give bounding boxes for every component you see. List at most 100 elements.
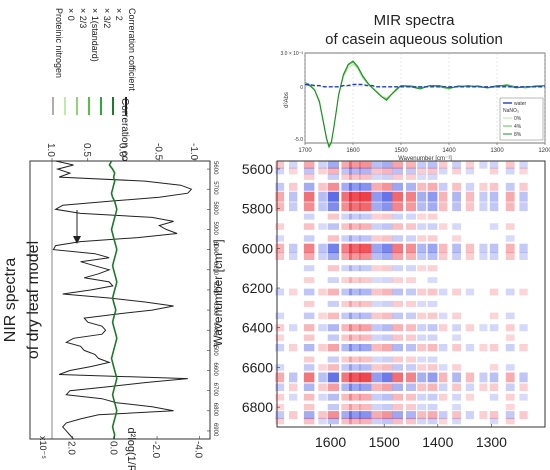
map-cell (417, 252, 427, 260)
map-cell (505, 223, 515, 230)
map-cell (417, 161, 427, 169)
map-cell (392, 277, 403, 283)
map-cell (349, 334, 361, 341)
map-cell (489, 312, 499, 320)
map-cell (318, 372, 327, 383)
map-cell (289, 161, 298, 169)
map-cell (406, 243, 416, 253)
map-cell (417, 173, 427, 180)
map-cell (519, 252, 528, 260)
map-cell (327, 173, 339, 180)
map-cell (349, 393, 361, 401)
map-cell (303, 191, 315, 202)
map-cell (392, 393, 403, 401)
map-cell (479, 411, 488, 420)
map-cell (465, 383, 475, 391)
mir-spectrum-panel: 1700 1600 1500 1400 1300 1200 3.0 × 10⁻³ 0 -5.0… (280, 51, 550, 162)
map-cell (519, 161, 528, 169)
map-cell (519, 393, 528, 401)
map-cell (303, 300, 315, 307)
nir-curves (52, 160, 193, 440)
map-cell (359, 344, 372, 352)
map-cell (371, 173, 382, 180)
map-cell (406, 404, 416, 411)
map-cell (371, 344, 382, 352)
mir-legend-label: 4% (514, 124, 522, 130)
map-cell (327, 364, 339, 371)
map-cell (341, 161, 352, 169)
map-cell (327, 411, 339, 420)
map-cell (452, 324, 461, 332)
map-cell (359, 393, 372, 401)
map-cell (381, 344, 393, 352)
map-cell (318, 243, 327, 253)
nir-x-axis-label: d²log(1/R) (125, 428, 137, 470)
map-cell (438, 252, 448, 260)
map-cell (417, 191, 427, 202)
map-cell (406, 411, 416, 420)
map-cell (381, 364, 393, 371)
map-cell (327, 277, 339, 283)
map-cell (505, 334, 515, 341)
nir-wavenumber-ticks: 5600 5700 5800 5900 6000 6100 6200 6300 6400 6500… (207, 161, 218, 437)
map-cell (275, 393, 285, 401)
nir-wavenumber-tick-label: 6100 (212, 262, 218, 276)
map-cell (438, 161, 448, 169)
map-cell (452, 372, 461, 383)
map-cell (327, 265, 339, 272)
map-cell (427, 202, 438, 212)
map-cell (371, 167, 382, 175)
map-cell (427, 213, 438, 220)
map-cell (341, 383, 352, 391)
map-cell (465, 252, 475, 260)
map-y-ticks: 5600 5800 6000 6200 6400 6600 6800 (242, 161, 280, 415)
map-cell (489, 383, 499, 391)
map-cell (381, 213, 393, 220)
map-cell (392, 235, 403, 242)
map-cell (427, 372, 438, 383)
nir-wavenumber-tick-label: 6500 (212, 342, 218, 356)
map-cell (349, 182, 361, 191)
map-cell (359, 404, 372, 411)
nir-legend-label: × 1(standard) (90, 8, 100, 62)
map-cell (479, 383, 488, 391)
map-cell (349, 202, 361, 212)
map-cell (417, 223, 427, 230)
map-cell (275, 334, 285, 341)
map-y-tick-label: 6800 (242, 399, 273, 415)
map-cell (381, 404, 393, 411)
map-cell (289, 252, 298, 260)
map-cell (427, 161, 438, 169)
map-cell (406, 277, 416, 283)
map-cell (519, 167, 528, 175)
nir-wavenumber-tick-label: 6000 (212, 242, 218, 256)
map-cell (406, 383, 416, 391)
map-cell (349, 161, 361, 169)
map-x-tick-label: 1600 (315, 434, 346, 450)
map-cell (327, 182, 339, 191)
map-cell (427, 411, 438, 420)
map-cell (465, 288, 475, 296)
map-cell (406, 167, 416, 175)
nir-bottom-ticks: 2.0 0.0 -2.0 -4.0 (65, 436, 203, 459)
map-cell (341, 167, 352, 175)
map-cell (275, 372, 285, 383)
map-cell (381, 334, 393, 341)
map-cell (406, 202, 416, 212)
map-cell (406, 213, 416, 220)
nir-bottom-tick-label: -2.0 (150, 441, 161, 459)
map-cell (505, 383, 515, 391)
map-cell (327, 223, 339, 230)
map-cell (452, 383, 461, 391)
map-cell (381, 372, 393, 383)
map-cell (392, 252, 403, 260)
map-cell (505, 182, 515, 191)
map-cell (489, 243, 499, 253)
map-cell (427, 191, 438, 202)
nir-correlation-curve (52, 160, 193, 440)
map-cell (303, 213, 315, 220)
map-cell (349, 356, 361, 363)
map-cell (417, 383, 427, 391)
map-cell (489, 252, 499, 260)
